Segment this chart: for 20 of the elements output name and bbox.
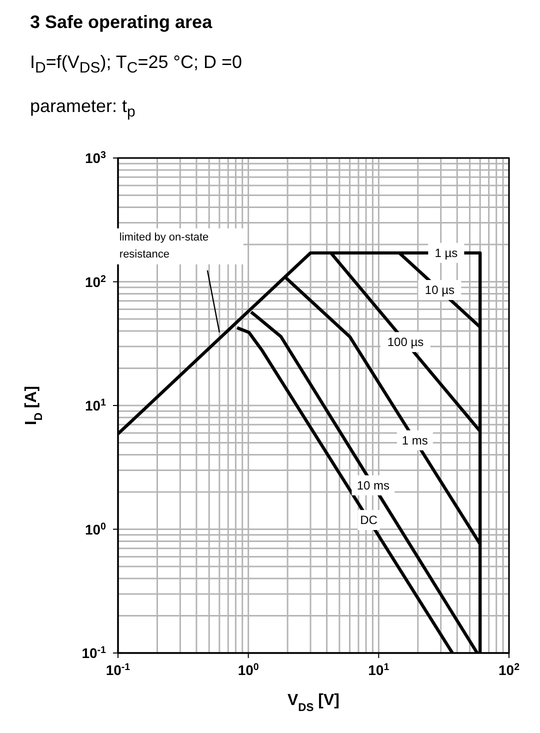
series-label: 100 µs [387,335,424,350]
annotation: limited by on-state resistance [119,231,209,260]
x-tick-label: 10$^{2}$ [498,662,520,678]
chart-subtitle: I$_{D}$=f(V$_{DS}$); T$_{C}$=25 °C; D =0 [29,51,243,79]
y-tick-label: 10$^{2}$ [84,273,107,290]
x-tick-label: 10$^{1}$ [368,662,390,678]
y-tick-label: 10$^{0}$ [84,520,107,538]
y-tick-label: 10$^{3}$ [84,150,107,166]
x-axis-title: V$_{DS}$ [V] [288,692,340,714]
chart-title: 3 Safe operating area [29,11,214,34]
y-tick-label: 10$^{-1}$ [82,644,107,661]
x-tick-label: 10$^{0}$ [238,662,260,678]
text: parameter: t$_{p}$ [29,95,136,123]
x-tick-label: 10$^{-1}$ [106,662,131,678]
series-label: 1 µs [434,246,458,260]
series-label: 1 ms [402,433,428,448]
series-label: 10 µs [424,283,454,298]
series-label: 10 ms [356,478,390,492]
series-label: DC [360,513,378,528]
y-tick-label: 10$^{1}$ [84,397,107,414]
